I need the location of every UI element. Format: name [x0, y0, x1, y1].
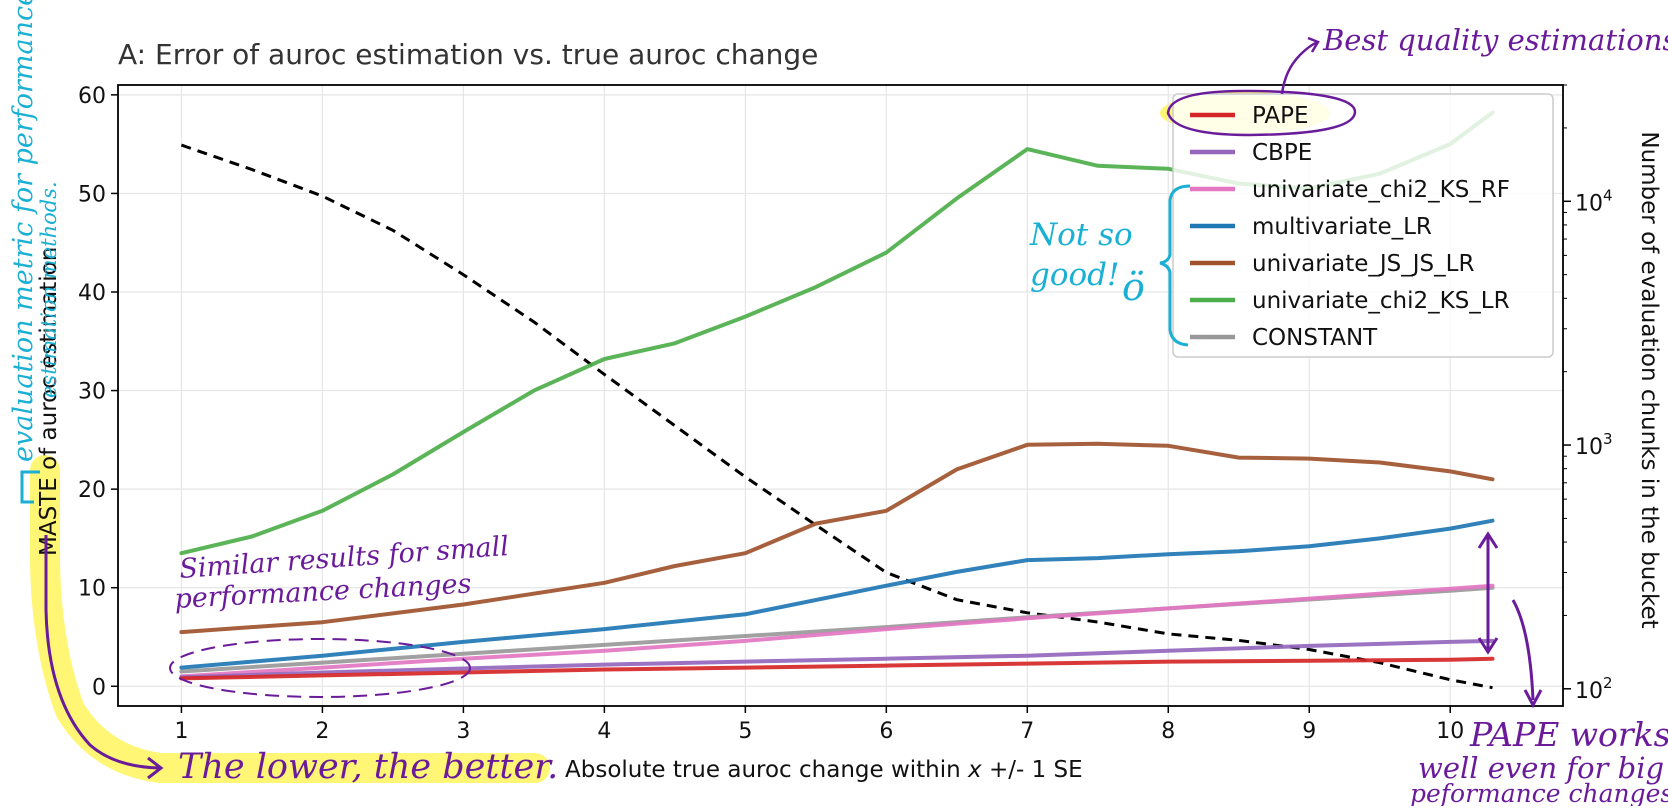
legend-label-univariate_chi2_KS_LR: univariate_chi2_KS_LR	[1252, 288, 1510, 314]
series-layer	[179, 110, 1495, 681]
y-tick-label: 40	[78, 281, 106, 306]
y2-axis-label: Number of evaluation chunks in the bucke…	[1636, 131, 1662, 628]
x-tick-label: 4	[597, 719, 611, 744]
y-tick-label: 30	[78, 380, 106, 405]
pape-works-line-3: peformance changes.	[1410, 779, 1668, 806]
legend-frame	[1172, 93, 1554, 358]
lower-better-arrow	[44, 535, 161, 770]
eval-metric-bracket	[20, 470, 40, 504]
plot-frame	[117, 84, 1564, 707]
x-axis-ticks: 1 2 3 4 5 6 7 8 9 10	[174, 706, 1464, 744]
y-tick-label: 60	[78, 84, 106, 109]
x-tick-label: 5	[738, 719, 752, 744]
legend-label-PAPE: PAPE	[1252, 103, 1309, 129]
x-tick-label: 7	[1020, 719, 1034, 744]
y-axis-label: MASTE of auroc estimation	[36, 247, 62, 556]
series-line-multivariate_LR	[179, 518, 1495, 670]
series-line-univariate_chi2_KS_RF	[179, 583, 1495, 679]
legend: PAPE CBPE univariate_chi2_KS_RF multivariat…	[1172, 93, 1554, 358]
y2-tick-label: 104	[1575, 186, 1613, 216]
y2-tick-label: 102	[1575, 674, 1613, 704]
x-tick-label: 10	[1436, 719, 1464, 744]
not-so-good-line-1: Not so	[1029, 217, 1133, 253]
lower-better-note: The lower, the better.	[178, 747, 558, 787]
y-axis-label-maste: MASTE	[36, 477, 62, 556]
legend-label-univariate_JS_JS_LR: univariate_JS_JS_LR	[1252, 251, 1474, 277]
legend-items: PAPE CBPE univariate_chi2_KS_RF multivariat…	[1190, 103, 1510, 351]
y2-axis-ticks: 102 103 104	[1563, 84, 1613, 704]
not-so-good-bracket	[1159, 184, 1191, 347]
x-tick-label: 2	[315, 719, 329, 744]
x-tick-label: 6	[879, 719, 893, 744]
legend-label-univariate_chi2_KS_RF: univariate_chi2_KS_RF	[1252, 177, 1510, 203]
series-line-univariate_JS_JS_LR	[179, 441, 1495, 635]
y-tick-label: 50	[78, 182, 106, 207]
lower-better-arrowhead	[147, 756, 164, 780]
x-tick-label: 1	[174, 719, 188, 744]
y-tick-label: 0	[92, 675, 106, 700]
pape-gap-arrowhead-top	[1477, 531, 1499, 549]
y-tick-label: 20	[78, 478, 106, 503]
x-axis-label: Absolute true auroc change within x +/- …	[565, 757, 1083, 783]
y-axis-label-rest: of auroc estimation	[36, 247, 62, 478]
x-axis-label-part-3: +/- 1 SE	[982, 757, 1083, 783]
y2-tick-label: 103	[1575, 430, 1613, 460]
series-line-PAPE	[179, 656, 1495, 681]
eval-metric-note-line-2: estimation methods.	[37, 181, 61, 398]
small-changes-dashed-circle	[169, 638, 471, 698]
x-tick-label: 3	[456, 719, 470, 744]
eval-metric-note-line-1: evaluation metric for performance	[8, 0, 39, 462]
pape-legend-circle	[1166, 89, 1357, 137]
legend-label-CBPE: CBPE	[1252, 140, 1312, 166]
x-tick-label: 9	[1302, 719, 1316, 744]
x-axis-label-part-1: Absolute true auroc change within	[565, 757, 968, 783]
legend-label-CONSTANT: CONSTANT	[1252, 325, 1378, 351]
pape-gap-arrowhead-bottom	[1477, 637, 1499, 655]
x-tick-label: 8	[1161, 719, 1175, 744]
best-quality-arrow	[1280, 40, 1319, 95]
pape-works-line-2: well even for big	[1418, 751, 1664, 785]
pape-works-arrowhead	[1523, 689, 1543, 709]
pape-works-arrow	[1511, 599, 1535, 701]
chart-title: A: Error of auroc estimation vs. true au…	[118, 38, 818, 71]
legend-label-multivariate_LR: multivariate_LR	[1252, 214, 1432, 240]
series-line-CBPE	[179, 638, 1495, 680]
y-axis-ticks: 0 10 20 30 40 50 60	[78, 84, 118, 700]
x-axis-label-var: x	[967, 757, 982, 783]
not-so-good-face: ö	[1122, 265, 1145, 309]
not-so-good-line-2: good!	[1030, 257, 1119, 293]
annotations: Best quality estimations Not so good! ö …	[8, 0, 1668, 808]
best-quality-note: Best quality estimations	[1322, 23, 1668, 57]
y-tick-label: 10	[78, 577, 106, 602]
pape-works-line-1: PAPE works	[1469, 715, 1668, 754]
best-quality-arrowhead	[1307, 36, 1320, 53]
